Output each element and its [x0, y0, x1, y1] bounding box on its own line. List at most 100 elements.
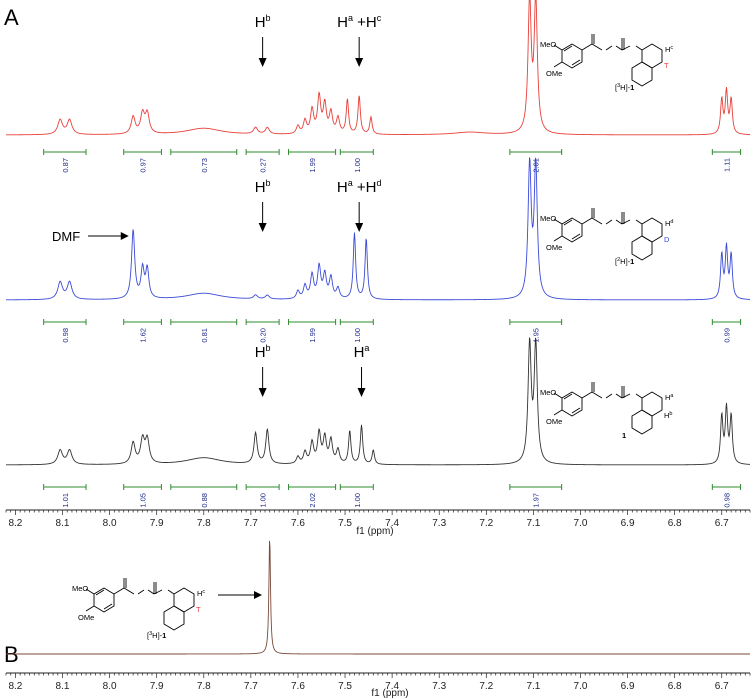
panel-b-x-axis: 8.2 8.1 8.0 7.9 7.8 7.7 7.6 7.5 7.4 7.3 7.2 7.1 7.0 6…	[5, 672, 751, 692]
proton-arrow-head	[355, 223, 364, 232]
structure-1-ome: OMe	[546, 69, 562, 78]
structure-deuterium: MeO OMe Hd D [2H]-1	[540, 208, 673, 266]
structure-1-meo: MeO	[540, 40, 556, 49]
panel-b-tick-label: 8.0	[103, 681, 117, 692]
proton-label: Ha +Hd	[337, 178, 382, 196]
panel-a-tick-label: 6.8	[668, 518, 682, 529]
integral-value: 1.05	[139, 493, 148, 508]
integral-value: 0.87	[61, 158, 70, 173]
proton-arrow-head	[355, 58, 364, 67]
structure-4-tritium-label: T	[196, 605, 201, 614]
integral-value: 0.98	[722, 493, 731, 508]
proton-arrow-head	[258, 223, 267, 232]
panel-b-tick-label: 8.1	[56, 681, 70, 692]
integral-value: 1.99	[308, 158, 317, 173]
structure-2-name: [2H]-1	[615, 257, 634, 266]
proton-arrow-head	[258, 58, 267, 67]
panel-a-tick-label: 8.2	[8, 518, 22, 529]
proton-arrow-head	[357, 388, 366, 397]
panel-b-tick-label: 7.1	[526, 681, 540, 692]
panel-b-tick-label: 6.9	[621, 681, 635, 692]
structure-4-meo: MeO	[72, 584, 88, 593]
panel-b-spectrum	[6, 540, 750, 655]
panel-a-tick-label: 7.6	[291, 518, 305, 529]
integral-value: 1.62	[139, 328, 148, 343]
integral-value: 0.20	[259, 328, 268, 343]
structure-1-tritium-label: T	[664, 61, 669, 70]
panel-a-x-axis-title: f1 (ppm)	[356, 526, 393, 537]
structure-tritium-b: MeO OMe Hc T [3H]-1	[72, 578, 205, 640]
integral-value: 1.01	[61, 493, 70, 508]
integral-value: 0.88	[200, 493, 209, 508]
spectrum-line-b	[6, 540, 750, 655]
panel-b-tick-label: 7.6	[291, 681, 305, 692]
panel-b-tick-label: 7.9	[150, 681, 164, 692]
panel-b-tick-label: 7.5	[338, 681, 352, 692]
panel-a-letter: A	[4, 5, 19, 30]
structure-2-ome: OMe	[546, 243, 562, 252]
panel-b-letter: B	[4, 642, 19, 667]
panel-b-tick-label: 7.0	[574, 681, 588, 692]
integral-value: 1.11	[722, 158, 731, 172]
structure-2-deuterium-label: D	[664, 235, 670, 244]
dmf-label: DMF	[52, 229, 80, 244]
panel-b-tick-label: 7.2	[479, 681, 493, 692]
integral-value: 2.02	[308, 493, 317, 508]
structure-2-meo: MeO	[540, 214, 556, 223]
panel-b-tick-label: 7.3	[432, 681, 446, 692]
integral-value: 1.00	[353, 158, 362, 173]
integral-value: 0.97	[139, 158, 148, 173]
panel-a-tick-label: 7.4	[385, 518, 399, 529]
integral-value: 0.98	[61, 328, 70, 343]
panel-a-tick-label: 6.9	[621, 518, 635, 529]
panel-a-x-axis: 8.2 8.1 8.0 7.9 7.8 7.7 7.6 7.5 7.4 7.3 7.2 7.1 7.0 6…	[5, 509, 751, 529]
integral-value: 0.73	[200, 158, 209, 173]
integral-value: 1.95	[532, 328, 541, 343]
integral-value: 1.00	[353, 328, 362, 343]
panel-b-tick-label: 8.2	[8, 681, 22, 692]
panel-b-tick-label: 7.7	[244, 681, 258, 692]
structure-compound-1: MeO OMe Ha Hb 1	[540, 382, 674, 440]
panel-a-tick-label: 7.9	[150, 518, 164, 529]
structure-1-name: [3H]-1	[615, 83, 634, 92]
dmf-arrow-head	[120, 232, 129, 240]
proton-label: Hb	[255, 343, 271, 361]
panel-a-tick-label: 7.7	[244, 518, 258, 529]
spectrum-line-1	[6, 0, 751, 136]
panel-a-tick-label: 7.5	[338, 518, 352, 529]
integral-value: 0.81	[200, 328, 209, 343]
integral-value: 1.00	[353, 493, 362, 508]
proton-label: Ha +Hc	[337, 13, 382, 31]
proton-label: Hb	[255, 13, 271, 31]
proton-arrow-head	[258, 388, 267, 397]
panel-b-pointer-arrow	[218, 591, 262, 599]
panel-a-tick-label: 6.7	[715, 518, 729, 529]
structure-1-h-label: Hc	[665, 45, 673, 54]
panel-a-tick-label: 7.3	[432, 518, 446, 529]
panel-b-x-axis-title: f1 (ppm)	[371, 688, 408, 699]
structure-2-h-label: Hd	[665, 219, 673, 228]
integral-value: 1.97	[532, 493, 541, 508]
panel-b-tick-label: 6.7	[715, 681, 729, 692]
structure-3-hb-label: Hb	[664, 411, 672, 420]
panel-a-tick-label: 7.2	[479, 518, 493, 529]
proton-label: Hb	[255, 178, 271, 196]
panel-a-tick-label: 7.0	[574, 518, 588, 529]
integral-value: 0.99	[722, 328, 731, 343]
structure-4-ome: OMe	[78, 613, 94, 622]
spectrum-line-3	[6, 337, 751, 466]
proton-label: Ha	[354, 343, 370, 361]
panel-a-tick-label: 8.1	[56, 518, 70, 529]
structure-tritium-top: MeO OMe Hc T [3H]-1	[540, 34, 673, 92]
panel-b-tick-label: 6.8	[668, 681, 682, 692]
integral-value: 1.99	[308, 328, 317, 343]
structure-3-meo: MeO	[540, 388, 556, 397]
structure-3-ome: OMe	[546, 417, 562, 426]
structure-3-name: 1	[622, 431, 626, 440]
structure-4-name: [3H]-1	[147, 631, 166, 640]
integral-value: 0.27	[259, 158, 268, 173]
structure-4-h-label: Hc	[197, 589, 205, 598]
spectrum-line-2	[6, 157, 751, 301]
panel-b-tick-label: 7.4	[385, 681, 399, 692]
